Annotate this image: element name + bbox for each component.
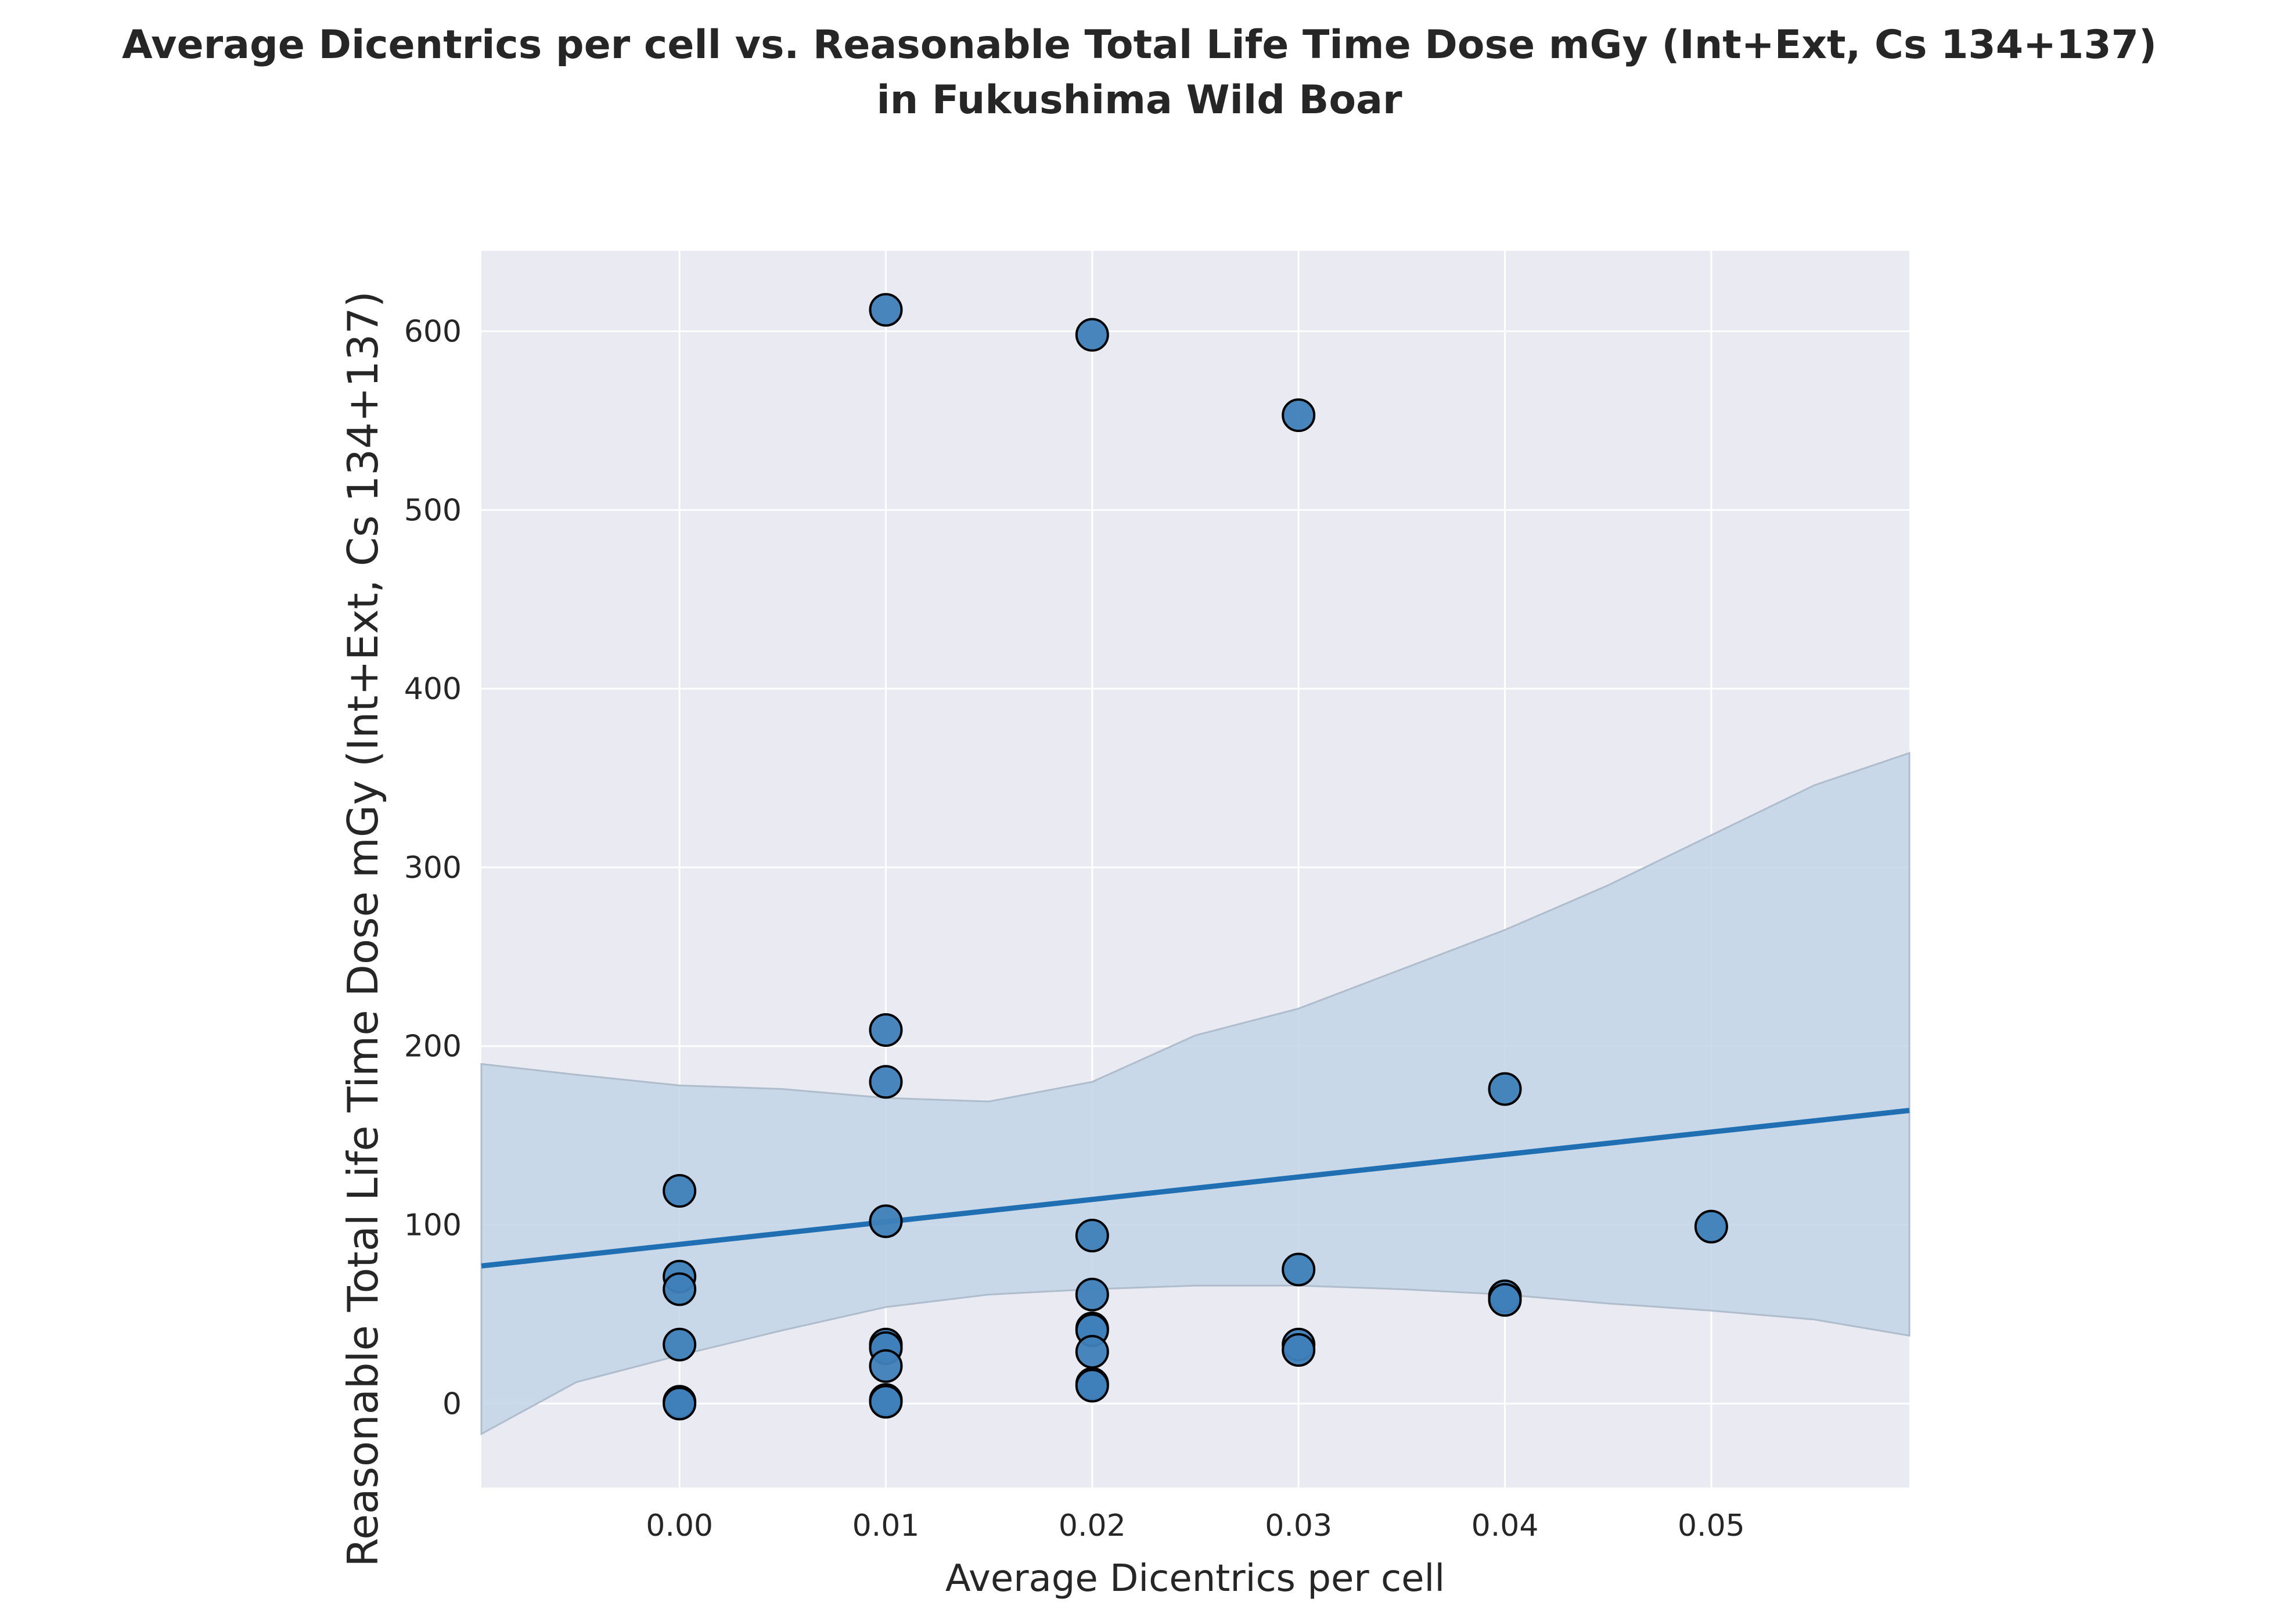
y-tick-label: 0 <box>442 1387 462 1421</box>
data-point <box>663 1174 697 1208</box>
x-tick-labels: 0.00 0.01 0.02 0.03 0.04 0.05 <box>646 1508 1745 1543</box>
data-point <box>1282 398 1316 433</box>
data-point <box>1282 1252 1316 1287</box>
confidence-band <box>480 751 1911 1436</box>
data-point <box>663 1327 697 1362</box>
data-point <box>869 1204 903 1238</box>
data-point <box>1075 1218 1109 1252</box>
x-tick-label: 0.01 <box>852 1508 920 1543</box>
data-point <box>869 1013 903 1047</box>
data-point <box>1488 1072 1522 1106</box>
scatter-points <box>663 293 1728 1421</box>
x-tick-label: 0.03 <box>1265 1508 1332 1543</box>
x-tick-label: 0.04 <box>1472 1508 1539 1543</box>
y-tick-label: 500 <box>404 493 462 528</box>
data-point <box>663 1272 697 1306</box>
y-tick-label: 100 <box>404 1208 462 1243</box>
data-point <box>869 293 903 327</box>
data-point <box>663 1387 697 1421</box>
data-point <box>1075 1369 1109 1403</box>
y-tick-labels: 0 100 200 300 400 500 600 <box>404 315 462 1422</box>
y-tick-label: 400 <box>404 672 462 707</box>
y-tick-label: 300 <box>404 851 462 885</box>
data-point <box>869 1065 903 1099</box>
data-point <box>1075 1335 1109 1369</box>
data-point <box>1075 1277 1109 1312</box>
data-point <box>1694 1209 1728 1244</box>
data-point <box>869 1385 903 1419</box>
x-tick-label: 0.00 <box>646 1508 713 1543</box>
regression-line-layer <box>481 1108 1910 1269</box>
chart-title-line-2: in Fukushima Wild Boar <box>876 77 1402 123</box>
x-tick-label: 0.02 <box>1059 1508 1126 1543</box>
y-tick-label: 200 <box>404 1029 462 1064</box>
data-point <box>1488 1283 1522 1317</box>
x-axis-label: Average Dicentrics per cell <box>945 1557 1445 1600</box>
data-point <box>869 1349 903 1383</box>
data-point <box>1075 318 1109 352</box>
x-tick-label: 0.05 <box>1678 1508 1745 1543</box>
data-point <box>1282 1333 1316 1367</box>
confidence-band-layer <box>480 751 1911 1436</box>
regression-line <box>481 1108 1910 1269</box>
chart-title-line-1: Average Dicentrics per cell vs. Reasonab… <box>122 22 2157 68</box>
y-tick-label: 600 <box>404 315 462 350</box>
y-axis-label: Reasonable Total Life Time Dose mGy (Int… <box>339 291 387 1567</box>
